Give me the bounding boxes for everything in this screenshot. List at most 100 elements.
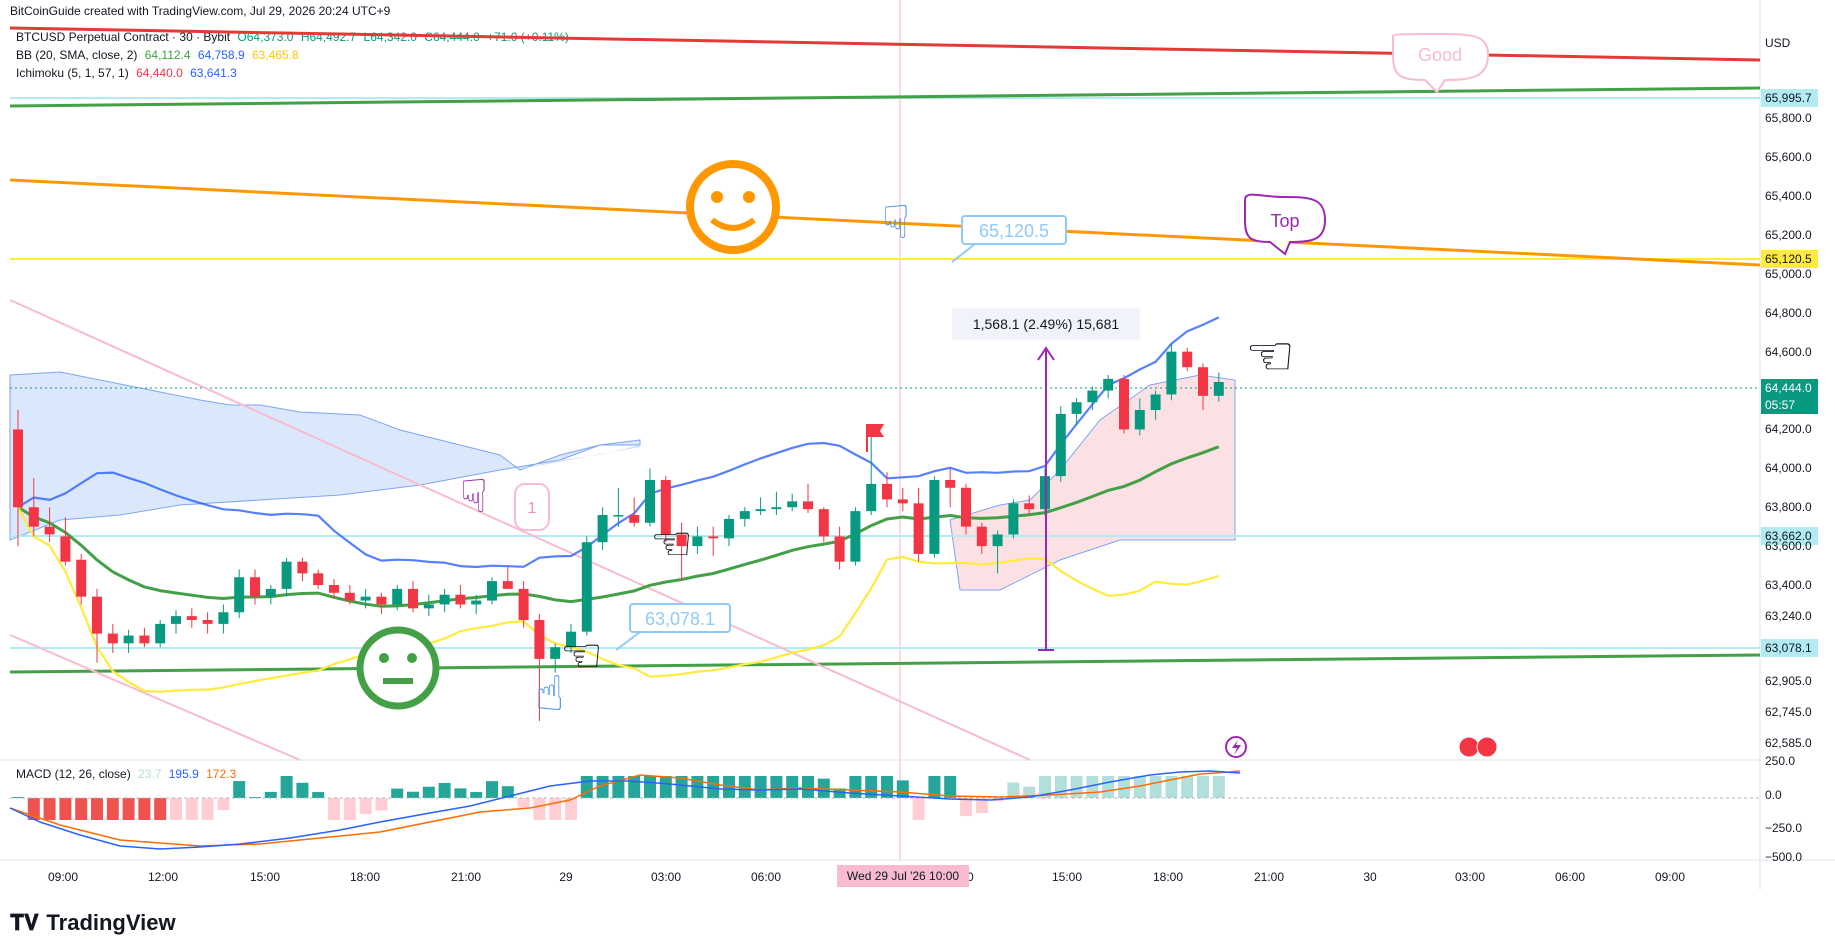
- candle[interactable]: [566, 631, 576, 648]
- candle[interactable]: [281, 561, 292, 589]
- candle[interactable]: [1119, 378, 1129, 430]
- bb-legend[interactable]: BB (20, SMA, close, 2) 64,112.4 64,758.9…: [16, 48, 303, 62]
- candle[interactable]: [44, 526, 55, 535]
- candle[interactable]: [344, 592, 355, 601]
- candle[interactable]: [613, 515, 624, 517]
- bubble-top[interactable]: [1244, 193, 1327, 256]
- candle[interactable]: [1024, 503, 1035, 510]
- candle[interactable]: [234, 577, 245, 613]
- smiley-icon[interactable]: [686, 160, 780, 254]
- candle[interactable]: [803, 501, 813, 510]
- candle[interactable]: [1103, 378, 1114, 391]
- candle[interactable]: [1198, 367, 1208, 396]
- candle[interactable]: [834, 536, 845, 562]
- candle[interactable]: [439, 594, 450, 605]
- candle[interactable]: [724, 518, 734, 539]
- candle[interactable]: [739, 511, 750, 519]
- candle[interactable]: [660, 480, 671, 535]
- candle[interactable]: [28, 507, 39, 527]
- candle[interactable]: [961, 487, 971, 527]
- candle[interactable]: [755, 509, 766, 512]
- pointing-hand-icon[interactable]: ☜: [650, 516, 693, 572]
- candle[interactable]: [297, 561, 308, 574]
- candle[interactable]: [186, 616, 197, 620]
- candle[interactable]: [597, 515, 608, 543]
- candle[interactable]: [107, 633, 118, 644]
- ichimoku-legend[interactable]: Ichimoku (5, 1, 57, 1) 64,440.0 63,641.3: [16, 66, 241, 80]
- callout-high-box[interactable]: [961, 215, 1067, 245]
- candle[interactable]: [408, 588, 418, 609]
- candle[interactable]: [60, 536, 71, 562]
- pointing-hand-icon[interactable]: ☟: [882, 195, 910, 249]
- candle[interactable]: [202, 620, 213, 624]
- candle[interactable]: [629, 515, 640, 523]
- candle[interactable]: [92, 596, 102, 634]
- candle[interactable]: [171, 616, 181, 624]
- candle[interactable]: [945, 480, 956, 488]
- candle[interactable]: [155, 623, 166, 644]
- candle[interactable]: [771, 507, 782, 510]
- tag-one-box[interactable]: [514, 483, 550, 531]
- candle[interactable]: [976, 526, 987, 547]
- us-flag-icon[interactable]: [1458, 736, 1498, 758]
- callout-low-pointer: [615, 631, 641, 651]
- macd-legend[interactable]: MACD (12, 26, close) 23.7 195.9 172.3: [16, 767, 240, 781]
- candle[interactable]: [882, 483, 892, 500]
- neutral-face-icon[interactable]: [356, 626, 440, 710]
- candle[interactable]: [787, 501, 798, 508]
- candle[interactable]: [676, 534, 687, 547]
- candle[interactable]: [376, 596, 387, 605]
- candle[interactable]: [1166, 351, 1177, 395]
- pointing-hand-icon[interactable]: ☟: [460, 469, 488, 523]
- candle[interactable]: [818, 509, 829, 537]
- candle[interactable]: [1134, 410, 1145, 430]
- candle[interactable]: [1150, 394, 1161, 410]
- candle[interactable]: [866, 483, 877, 512]
- candle[interactable]: [1087, 390, 1098, 403]
- candle[interactable]: [645, 480, 655, 523]
- candle[interactable]: [139, 635, 150, 644]
- candle[interactable]: [581, 542, 592, 632]
- candle[interactable]: [250, 577, 260, 597]
- candle[interactable]: [692, 536, 703, 547]
- candle[interactable]: [1182, 351, 1193, 368]
- pointing-hand-icon[interactable]: ☝: [535, 666, 564, 722]
- pointing-hand-icon[interactable]: ☜: [1245, 324, 1295, 389]
- candle[interactable]: [487, 581, 497, 601]
- candle[interactable]: [850, 511, 861, 562]
- lightning-icon[interactable]: [1225, 736, 1247, 758]
- candle[interactable]: [913, 503, 924, 554]
- candle[interactable]: [1213, 382, 1224, 396]
- candle[interactable]: [534, 620, 545, 659]
- candle[interactable]: [455, 594, 466, 605]
- callout-low-box[interactable]: [629, 603, 731, 633]
- candle[interactable]: [392, 588, 403, 605]
- candle[interactable]: [76, 559, 87, 597]
- candle[interactable]: [708, 536, 719, 539]
- candle[interactable]: [929, 480, 940, 554]
- candle[interactable]: [897, 499, 908, 504]
- candle[interactable]: [502, 581, 513, 589]
- candle[interactable]: [518, 588, 529, 620]
- candle[interactable]: [1008, 503, 1019, 535]
- tradingview-logo[interactable]: 𝐓𝐕 TradingView: [10, 910, 176, 936]
- candle[interactable]: [423, 604, 434, 609]
- candle[interactable]: [329, 585, 339, 593]
- candle[interactable]: [1055, 413, 1066, 477]
- candle[interactable]: [992, 534, 1003, 547]
- candle[interactable]: [218, 612, 229, 624]
- candle[interactable]: [1071, 402, 1082, 414]
- candle[interactable]: [13, 429, 23, 508]
- candle[interactable]: [471, 600, 482, 605]
- flag-icon[interactable]: [866, 424, 884, 452]
- bubble-good[interactable]: [1392, 32, 1490, 94]
- candle[interactable]: [123, 635, 134, 644]
- trendline-green-top: [9, 86, 1761, 108]
- pointing-hand-icon[interactable]: ☜: [560, 628, 603, 684]
- candle[interactable]: [360, 596, 371, 601]
- candle[interactable]: [313, 573, 324, 585]
- candle[interactable]: [550, 647, 561, 659]
- candle[interactable]: [265, 588, 276, 597]
- macd-bar: [659, 776, 672, 798]
